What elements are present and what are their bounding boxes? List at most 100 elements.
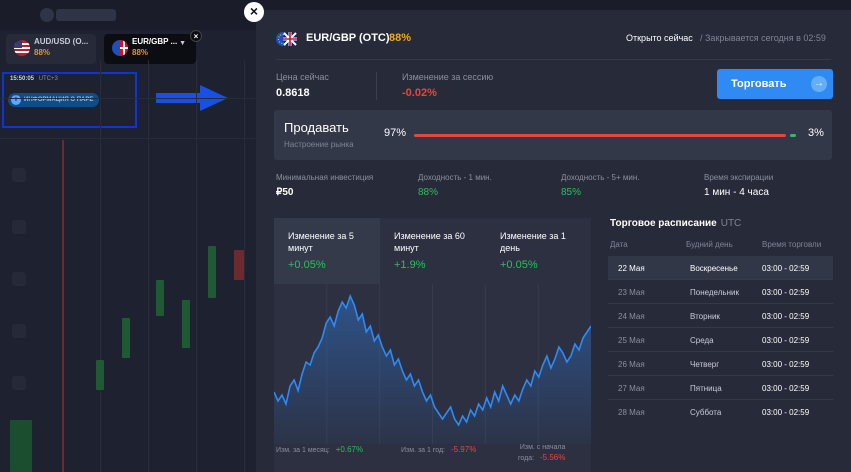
expiration-value: 1 мин - 4 часа [704, 187, 769, 198]
close-modal-button[interactable]: × [244, 2, 264, 22]
eu-flag-icon [112, 40, 128, 56]
row-date: 23 Мая [618, 288, 645, 297]
footer-label: Изм. за 1 месяц: [276, 447, 330, 454]
min-investment-label: Минимальная инвестиция [276, 173, 374, 182]
schedule-row: 27 Мая Пятница 03:00 - 02:59 [608, 376, 833, 400]
candle [156, 280, 164, 316]
row-hours: 03:00 - 02:59 [762, 336, 810, 345]
tool-icon[interactable] [12, 220, 26, 234]
payout-5min-value: 85% [561, 187, 582, 198]
price-line [62, 140, 64, 472]
asset-tab-payout: 88% [132, 48, 149, 57]
footer-label: Изм. за 1 год: [401, 447, 445, 454]
price-value: 0.8618 [276, 87, 310, 99]
logo-icon [40, 8, 54, 22]
session-change-label: Изменение за сессию [402, 72, 494, 82]
chevron-down-icon[interactable]: ▼ [179, 40, 186, 47]
schedule-row: 22 Мая Воскресенье 03:00 - 02:59 [608, 256, 833, 280]
asset-payout: 88% [389, 32, 412, 44]
schedule-title: Торговое расписание UTC [610, 218, 741, 229]
trade-button-label: Торговать [731, 78, 787, 90]
tab-value: +0.05% [288, 259, 326, 271]
candle [10, 420, 32, 472]
sentiment-sell-pct: 97% [384, 127, 407, 139]
footer-label: Изм. с начала [519, 444, 566, 451]
tab-change-5min[interactable]: Изменение за 5 минут +0.05% [274, 218, 380, 284]
row-weekday: Суббота [690, 408, 722, 417]
row-weekday: Воскресенье [690, 264, 738, 273]
sentiment-subtitle: Настроение рынка [284, 140, 354, 149]
clock-time: 15:50:05 [10, 76, 35, 82]
schedule-header-hours: Время торговли [762, 240, 822, 249]
grid-line [196, 60, 197, 472]
tab-label: Изменение за 5 минут [288, 231, 354, 253]
change-ytd: Изм. с начала года: -5.56% [518, 443, 565, 464]
payout-5min-label: Доходность - 5+ мин. [561, 173, 640, 182]
grid-line [148, 60, 149, 472]
trade-button[interactable]: Торговать → [717, 69, 833, 99]
grid-line [0, 98, 255, 99]
price-area-chart [274, 284, 591, 444]
schedule-title-text: Торговое расписание [610, 218, 717, 229]
payout-1min-label: Доходность - 1 мин. [418, 173, 492, 182]
tool-icon[interactable] [12, 168, 26, 182]
min-investment-value: ₽50 [276, 187, 294, 198]
sentiment-buy-pct: 3% [808, 127, 824, 139]
row-weekday: Среда [690, 336, 714, 345]
pair-info-button[interactable]: i ИНФОРМАЦИЯ О ПАРЕ [8, 93, 100, 107]
left-toolbar [0, 130, 38, 472]
market-close-time: / Закрывается сегодня в 02:59 [700, 33, 826, 43]
tab-change-60min[interactable]: Изменение за 60 минут +1.9% [380, 218, 486, 284]
market-sentiment: Продавать Настроение рынка 97% 3% [274, 110, 832, 160]
payout-1min-value: 88% [418, 187, 439, 198]
tool-icon[interactable] [12, 324, 26, 338]
tool-icon[interactable] [12, 272, 26, 286]
chart-clock: 15:50:05 UTC+3 [10, 76, 58, 82]
footer-label: года: [518, 455, 535, 462]
grid-line [244, 60, 245, 472]
info-icon: i [11, 95, 21, 105]
row-weekday: Пятница [690, 384, 722, 393]
row-date: 24 Мая [618, 312, 645, 321]
us-flag-icon [14, 40, 30, 56]
row-weekday: Понедельник [690, 288, 739, 297]
row-hours: 03:00 - 02:59 [762, 288, 810, 297]
schedule-header-date: Дата [610, 240, 628, 249]
schedule-row: 28 Мая Суббота 03:00 - 02:59 [608, 400, 833, 424]
tab-close-icon[interactable]: × [190, 30, 202, 42]
asset-tab-name: AUD/USD (O... [34, 37, 89, 46]
schedule-row: 25 Мая Среда 03:00 - 02:59 [608, 328, 833, 352]
row-weekday: Четверг [690, 360, 720, 369]
candle [234, 250, 244, 280]
expiration-label: Время экспирации [704, 173, 774, 182]
price-label: Цена сейчас [276, 72, 329, 82]
tab-label: Изменение за 60 минут [394, 231, 465, 253]
tab-value: +1.9% [394, 259, 426, 271]
tab-change-1day[interactable]: Изменение за 1 день +0.05% [486, 218, 591, 284]
pair-info-panel: EUR/GBP (OTC) 88% Открыто сейчас / Закры… [256, 10, 851, 472]
asset-name: EUR/GBP (OTC) [306, 32, 390, 44]
asset-tab-eur-gbp[interactable]: EUR/GBP ... 88% ▼ × [104, 30, 202, 64]
eur-gbp-flags-icon [276, 32, 297, 46]
row-hours: 03:00 - 02:59 [762, 360, 810, 369]
candle [122, 318, 130, 358]
price-change-card: Изменение за 5 минут +0.05% Изменение за… [274, 218, 591, 472]
candle [182, 300, 190, 348]
schedule-row: 23 Мая Понедельник 03:00 - 02:59 [608, 280, 833, 304]
row-date: 27 Мая [618, 384, 645, 393]
candle [208, 246, 216, 298]
row-date: 26 Мая [618, 360, 645, 369]
change-1year: Изм. за 1 год: -5.97% [401, 445, 476, 456]
asset-tab-name: EUR/GBP ... [132, 37, 178, 46]
grid-line [100, 60, 101, 472]
market-status: Открыто сейчас [626, 33, 693, 43]
row-date: 28 Мая [618, 408, 645, 417]
divider [276, 59, 831, 60]
row-hours: 03:00 - 02:59 [762, 312, 810, 321]
tool-icon[interactable] [12, 376, 26, 390]
row-weekday: Вторник [690, 312, 720, 321]
sentiment-title: Продавать [284, 120, 349, 135]
asset-tab-aud-usd[interactable]: AUD/USD (O... 88% [6, 34, 96, 64]
chart-line [274, 293, 591, 427]
change-1month: Изм. за 1 месяц: +0.67% [276, 445, 363, 456]
